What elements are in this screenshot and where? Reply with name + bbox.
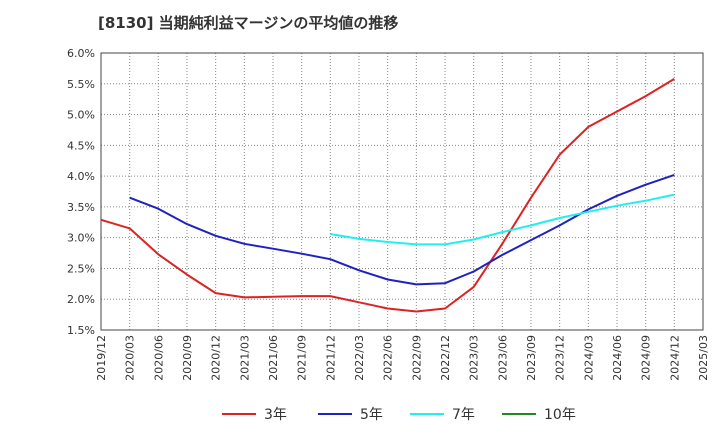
y-tick-label: 5.5%	[67, 78, 95, 91]
y-tick-label: 6.0%	[67, 47, 95, 60]
y-tick-label: 4.5%	[67, 139, 95, 152]
x-tick-label: 2019/12	[95, 335, 108, 381]
x-tick-label: 2024/03	[582, 335, 595, 381]
x-tick-label: 2021/06	[267, 335, 280, 381]
x-tick-label: 2022/12	[439, 335, 452, 381]
series-line	[330, 193, 675, 246]
x-tick-label: 2022/06	[382, 335, 395, 381]
plot-border	[100, 52, 704, 331]
y-tick-label: 4.0%	[67, 170, 95, 183]
legend-label: 10年	[544, 407, 576, 423]
x-tick-label: 2024/06	[611, 335, 624, 381]
x-tick-label: 2021/03	[238, 335, 251, 381]
x-tick-label: 2023/06	[496, 335, 509, 381]
y-tick-label: 3.0%	[67, 232, 95, 245]
x-tick-label: 2020/12	[210, 335, 223, 381]
x-tick-label: 2023/09	[525, 335, 538, 381]
x-tick-label: 2023/03	[468, 335, 481, 381]
x-tick-label: 2021/09	[296, 335, 309, 381]
legend-label: 3年	[264, 407, 287, 423]
x-tick-label: 2025/03	[697, 335, 710, 381]
x-tick-label: 2022/09	[410, 335, 423, 381]
y-tick-label: 2.5%	[67, 262, 95, 275]
y-tick-label: 5.0%	[67, 109, 95, 122]
x-tick-label: 2024/12	[668, 335, 681, 381]
legend-label: 5年	[360, 407, 383, 423]
legend-label: 7年	[452, 407, 475, 423]
x-tick-label: 2020/06	[152, 335, 165, 381]
x-tick-label: 2020/03	[124, 335, 137, 381]
x-tick-label: 2021/12	[324, 335, 337, 381]
y-tick-label: 3.5%	[67, 201, 95, 214]
x-tick-label: 2023/12	[554, 335, 567, 381]
x-tick-label: 2022/03	[353, 335, 366, 381]
chart-title: [8130] 当期純利益マージンの平均値の推移	[98, 14, 399, 32]
y-tick-label: 1.5%	[67, 324, 95, 337]
y-tick-label: 2.0%	[67, 293, 95, 306]
series-line	[100, 78, 675, 313]
x-tick-label: 2020/09	[181, 335, 194, 381]
x-tick-label: 2024/09	[640, 335, 653, 381]
